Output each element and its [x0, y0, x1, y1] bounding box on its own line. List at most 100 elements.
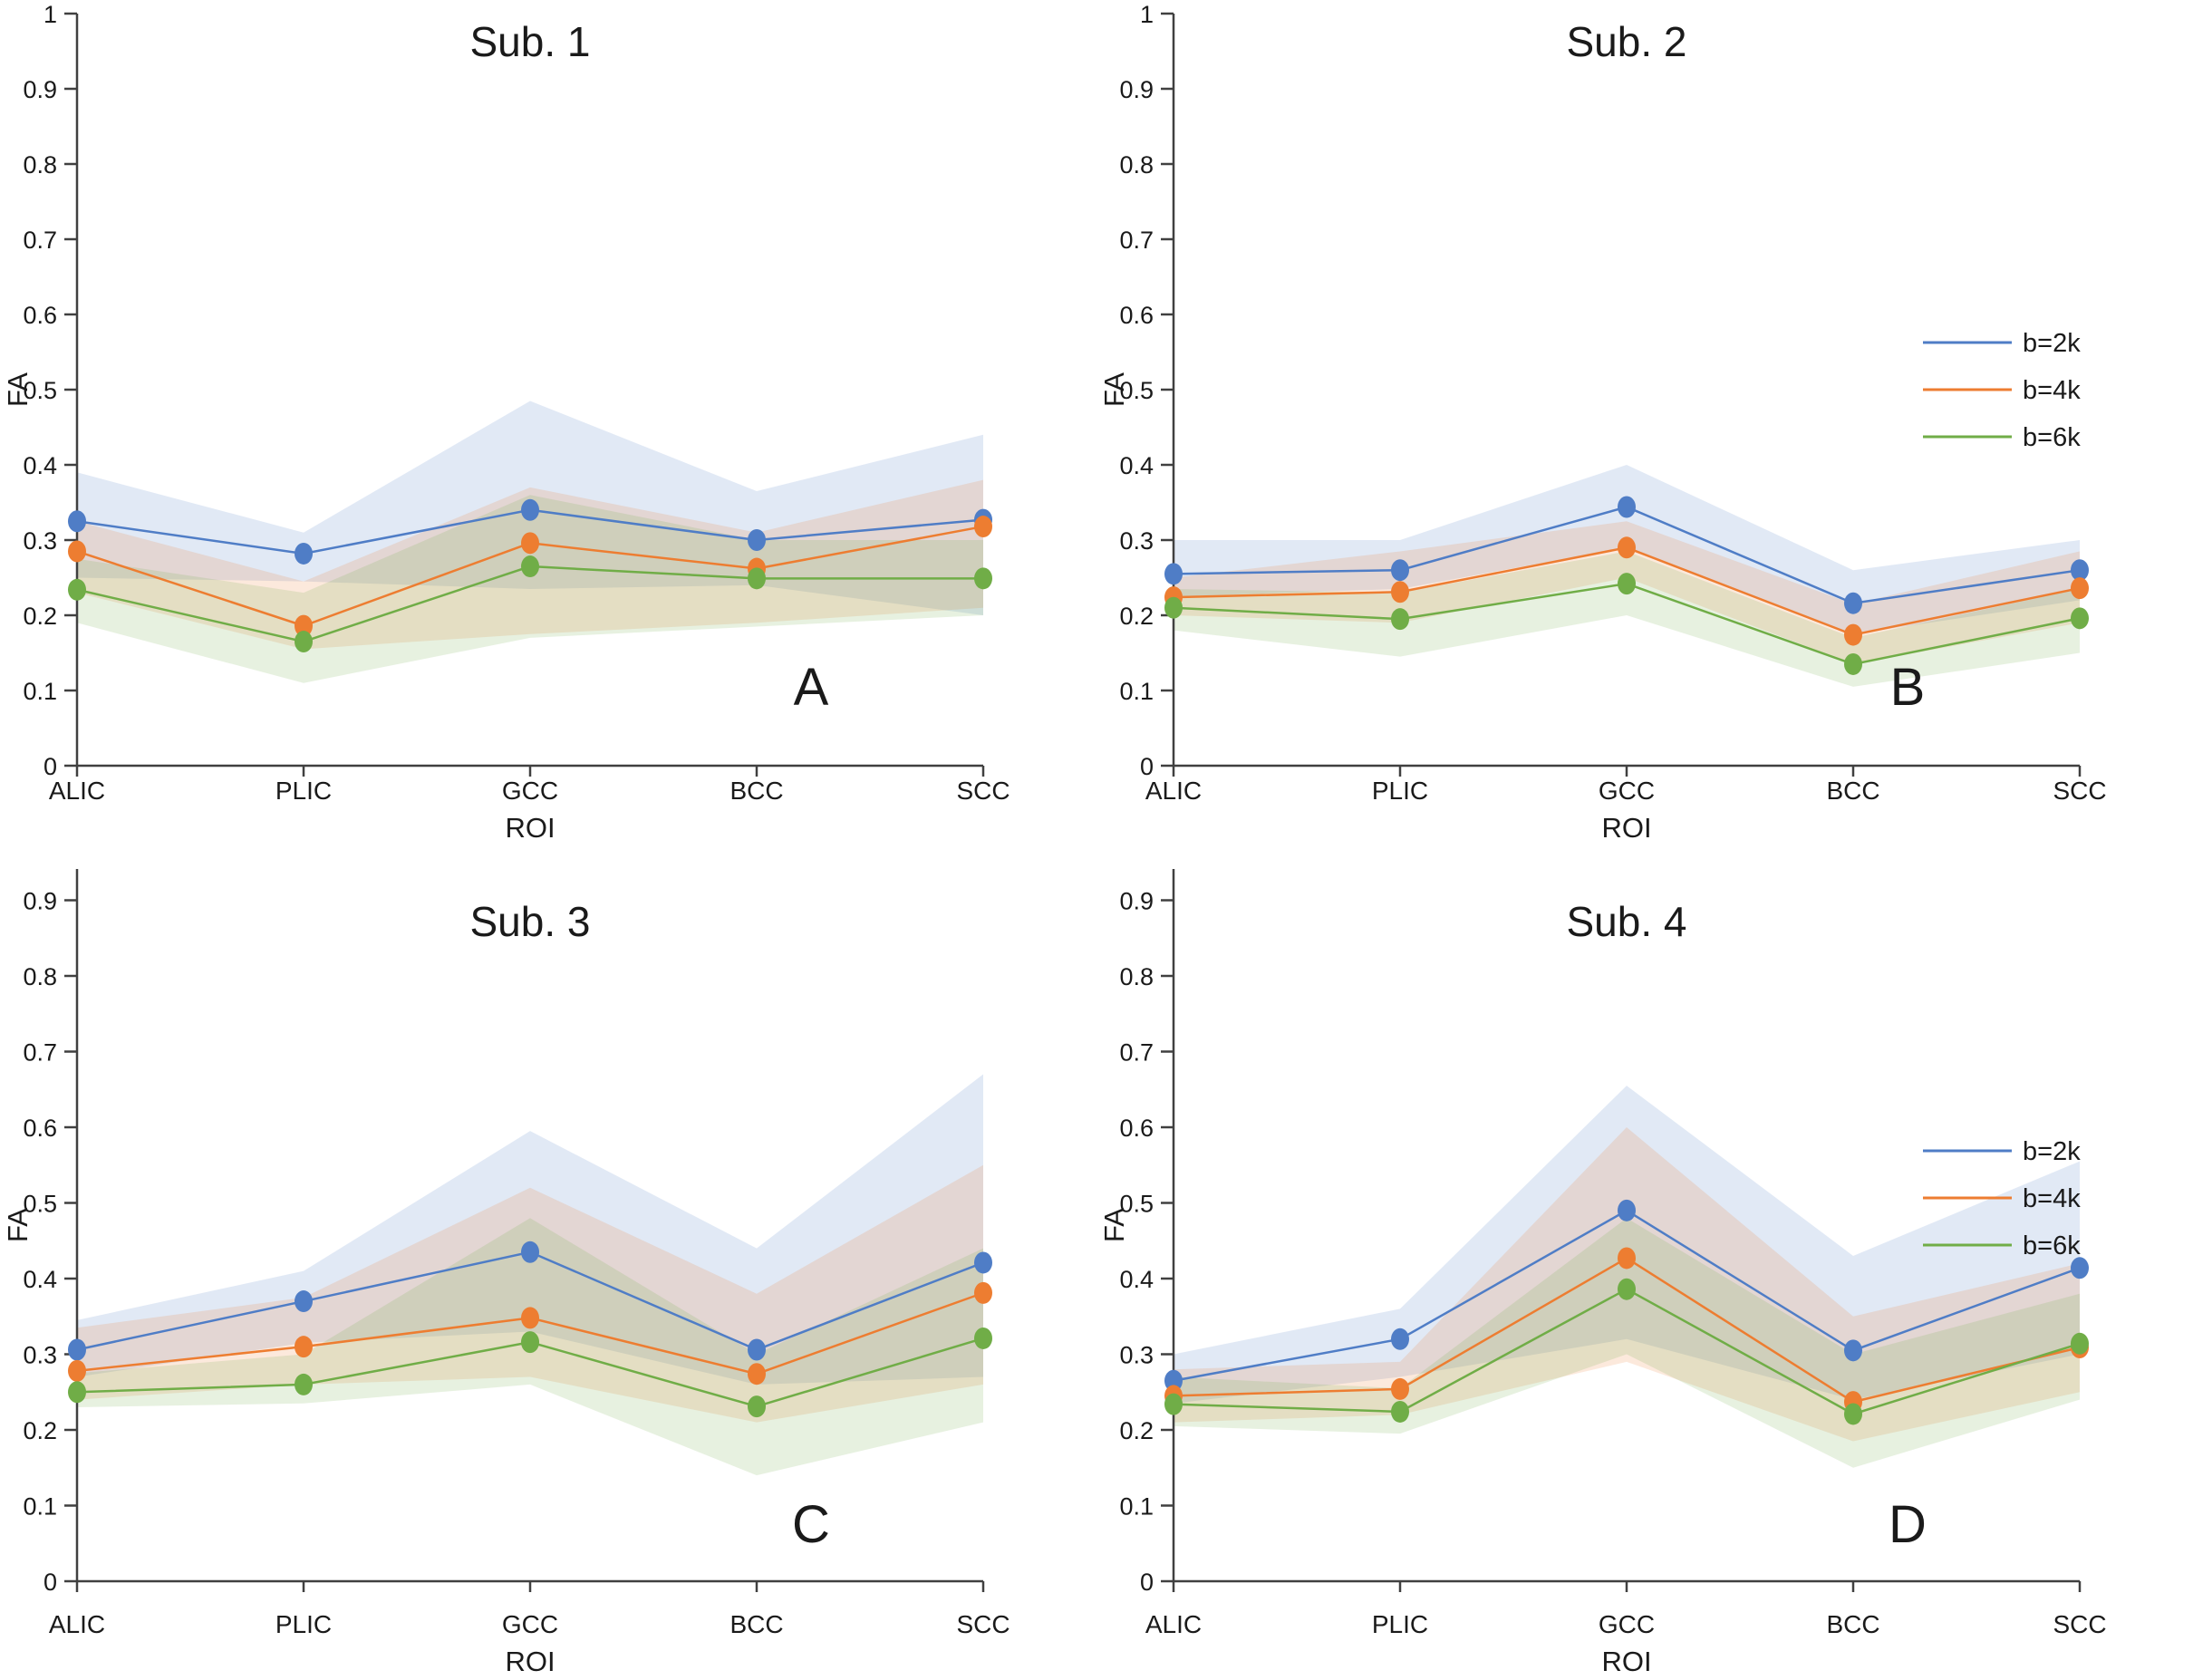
x-tick-label: ALIC: [49, 1610, 105, 1638]
data-point-marker-b=4k: [68, 1359, 86, 1382]
y-tick-label: 0.7: [23, 227, 57, 254]
data-point-marker-b=6k: [974, 1327, 992, 1349]
y-axis-label: FA: [2, 372, 34, 407]
data-point-marker-b=4k: [1618, 1247, 1636, 1270]
subplot-A: 0 0.1 0.2 0.3 0.4 0.5 0.6 0.7 0.8 0.9 1 ALIC PLIC GCC…: [2, 1, 1010, 840]
data-point-marker-b=4k: [295, 1336, 313, 1358]
data-point-marker-b=4k: [748, 1363, 766, 1386]
data-point-marker-b=4k: [974, 1281, 992, 1304]
data-point-marker-b=2k: [1164, 1369, 1183, 1392]
legend-label: b=6k: [2023, 1231, 2081, 1260]
legend-label: b=2k: [2023, 1137, 2081, 1166]
data-point-marker-b=2k: [1164, 563, 1183, 585]
data-point-marker-b=6k: [295, 631, 313, 653]
x-tick-label: SCC: [956, 777, 1010, 805]
data-point-marker-b=6k: [1164, 1393, 1183, 1415]
panel-letter: D: [1889, 1495, 1927, 1554]
legend-label: b=2k: [2023, 329, 2081, 358]
data-point-marker-b=2k: [521, 498, 539, 521]
x-tick-label: GCC: [1599, 777, 1655, 805]
data-point-marker-b=6k: [295, 1373, 313, 1395]
y-tick-label: 0.2: [1119, 1417, 1154, 1444]
y-tick-label: 1: [43, 1, 57, 28]
x-axis-label: ROI: [1601, 1646, 1651, 1677]
data-point-marker-b=6k: [974, 567, 992, 590]
x-axis-label: ROI: [505, 1646, 555, 1677]
subplot-title: Sub. 2: [1567, 18, 1687, 65]
data-point-marker-b=6k: [748, 1395, 766, 1418]
panel-letter: C: [792, 1495, 830, 1554]
y-tick-label: 0.9: [1119, 888, 1154, 915]
y-tick-label: 0.9: [1119, 76, 1154, 103]
y-axis-label: FA: [2, 1208, 34, 1242]
x-tick-label: PLIC: [275, 1610, 332, 1638]
data-point-marker-b=2k: [1391, 1328, 1409, 1350]
legend-label: b=6k: [2023, 423, 2081, 452]
confidence-band-b=6k: [1174, 551, 2080, 687]
y-tick-label: 0: [1140, 753, 1154, 780]
data-point-marker-b=6k: [1618, 573, 1636, 595]
data-point-marker-b=6k: [2071, 607, 2089, 630]
y-tick-label: 0.9: [23, 76, 57, 103]
y-tick-label: 0.3: [23, 1342, 57, 1369]
subplot-D: 0 0.1 0.2 0.3 0.4 0.5 0.6 0.7 0.8 0.9 ALIC PLIC GCC B…: [1098, 869, 2107, 1677]
y-tick-label: 0.8: [23, 963, 57, 990]
y-tick-label: 0.3: [1119, 1342, 1154, 1369]
x-tick-label: BCC: [1826, 1610, 1879, 1638]
data-point-marker-b=4k: [1391, 581, 1409, 603]
y-tick-label: 0.2: [23, 603, 57, 630]
legend-label: b=4k: [2023, 1184, 2081, 1213]
data-point-marker-b=2k: [1391, 559, 1409, 582]
y-tick-label: 0.1: [23, 678, 57, 705]
y-tick-label: 0.6: [23, 1115, 57, 1142]
data-point-marker-b=6k: [1391, 608, 1409, 631]
x-tick-label: PLIC: [1372, 777, 1428, 805]
y-tick-label: 0.7: [23, 1039, 57, 1067]
y-tick-label: 0.8: [1119, 151, 1154, 179]
data-point-marker-b=4k: [1844, 623, 1862, 646]
y-tick-label: 0.7: [1119, 227, 1154, 254]
data-point-marker-b=2k: [68, 510, 86, 533]
y-tick-label: 0.4: [23, 452, 57, 479]
data-point-marker-b=4k: [295, 614, 313, 637]
y-tick-label: 0: [43, 753, 57, 780]
data-point-marker-b=6k: [68, 1381, 86, 1404]
y-tick-label: 0.2: [23, 1417, 57, 1444]
y-tick-label: 0.3: [1119, 527, 1154, 555]
y-tick-label: 0.1: [1119, 678, 1154, 705]
data-point-marker-b=2k: [748, 529, 766, 551]
y-tick-label: 0.5: [1119, 1191, 1154, 1218]
confidence-band-b=2k: [1174, 1086, 2080, 1404]
y-axis-label: FA: [1098, 1208, 1130, 1242]
x-tick-label: GCC: [502, 1610, 558, 1638]
y-tick-label: 0.5: [1119, 377, 1154, 404]
data-point-marker-b=6k: [1391, 1400, 1409, 1423]
y-tick-label: 0.8: [1119, 963, 1154, 990]
data-point-marker-b=2k: [974, 1251, 992, 1274]
subplot-title: Sub. 3: [470, 898, 591, 945]
data-point-marker-b=2k: [68, 1338, 86, 1361]
y-tick-label: 0: [43, 1569, 57, 1596]
y-tick-label: 0.6: [1119, 1115, 1154, 1142]
y-tick-label: 0: [1140, 1569, 1154, 1596]
x-axis-label: ROI: [505, 812, 555, 840]
confidence-band-b=2k: [1174, 465, 2080, 634]
data-point-marker-b=6k: [1844, 652, 1862, 675]
data-point-marker-b=4k: [521, 1307, 539, 1329]
y-tick-label: 0.7: [1119, 1039, 1154, 1067]
data-point-marker-b=2k: [295, 1290, 313, 1313]
subplot-title: Sub. 4: [1567, 898, 1687, 945]
y-tick-label: 0.3: [23, 527, 57, 555]
y-tick-label: 1: [1140, 1, 1154, 28]
x-tick-label: ALIC: [1145, 1610, 1202, 1638]
y-tick-label: 0.5: [23, 377, 57, 404]
panel-letter: B: [1890, 658, 1926, 717]
y-tick-label: 0.9: [23, 888, 57, 915]
y-tick-label: 0.4: [23, 1266, 57, 1293]
x-tick-label: BCC: [729, 777, 783, 805]
data-point-marker-b=2k: [1618, 1199, 1636, 1221]
x-tick-label: ALIC: [1145, 777, 1202, 805]
x-tick-label: SCC: [2053, 1610, 2106, 1638]
y-tick-label: 0.1: [23, 1493, 57, 1521]
